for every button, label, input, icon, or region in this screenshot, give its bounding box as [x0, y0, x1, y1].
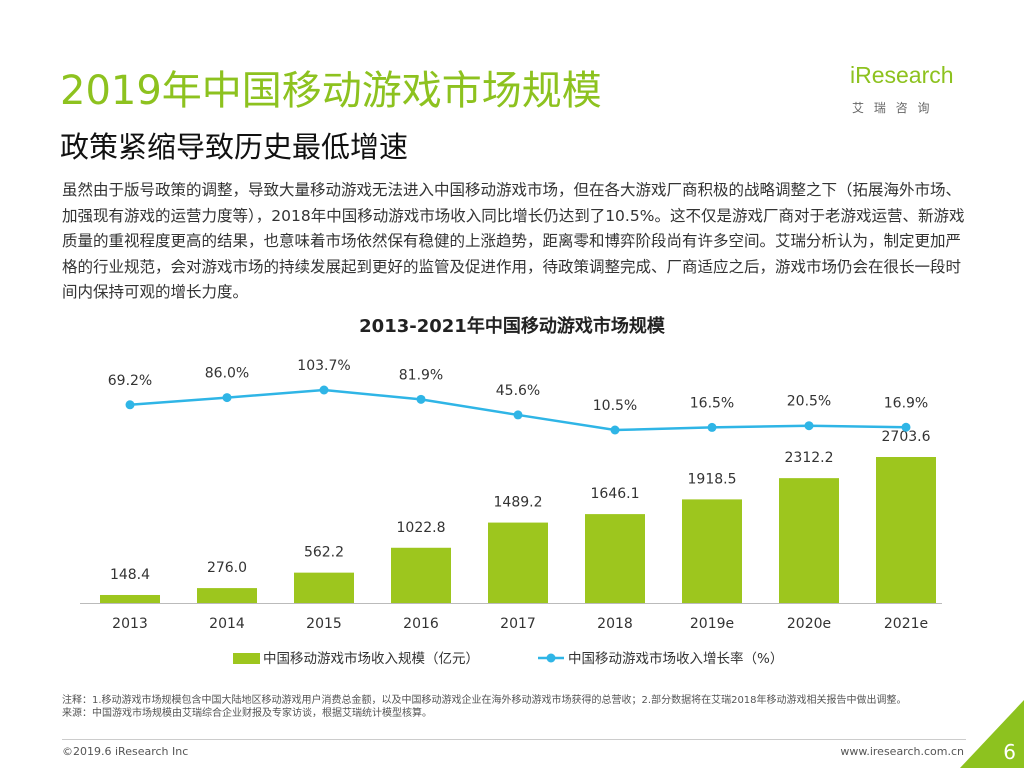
- bar-label: 1022.8: [397, 520, 446, 536]
- x-tick-label: 2013: [112, 616, 148, 632]
- bar-label: 1646.1: [591, 486, 640, 502]
- notes: 注释：1.移动游戏市场规模包含中国大陆地区移动游戏用户消费总金额，以及中国移动游…: [62, 695, 972, 720]
- x-tick-label: 2019e: [690, 616, 734, 632]
- corner: [960, 700, 1024, 768]
- chart-title: 2013-2021年中国移动游戏市场规模: [359, 315, 666, 337]
- bar: [197, 588, 257, 603]
- bar: [100, 594, 160, 603]
- note: 注释：1.移动游戏市场规模包含中国大陆地区移动游戏用户消费总金额，以及中国移动游…: [62, 695, 907, 706]
- line-label: 16.9%: [884, 395, 928, 411]
- bar: [779, 478, 839, 603]
- line-point: [513, 410, 523, 420]
- bar-label: 1489.2: [494, 495, 543, 511]
- line-label: 16.5%: [690, 395, 734, 411]
- x-tick-label: 2014: [209, 616, 245, 632]
- line-label: 45.6%: [496, 383, 540, 399]
- x-tick-label: 2020e: [787, 616, 831, 632]
- line-point: [901, 422, 911, 432]
- bar: [488, 522, 548, 603]
- bar-label: 276.0: [207, 560, 247, 576]
- line-point: [610, 425, 620, 435]
- body-text: 虽然由于版号政策的调整，导致大量移动游戏无法进入中国移动游戏市场，但在各大游戏厂…: [62, 181, 965, 301]
- copyright: ©2019.6 iResearch Inc: [62, 745, 189, 758]
- legend-label: 中国移动游戏市场收入规模（亿元）: [263, 650, 479, 667]
- bar-label: 2703.6: [882, 429, 931, 445]
- line-label: 103.7%: [297, 358, 350, 374]
- title: 2019年中国移动游戏市场规模: [60, 68, 602, 114]
- legend-label: 中国移动游戏市场收入增长率（%）: [568, 650, 783, 667]
- x-tick-label: 2016: [403, 616, 439, 632]
- bar: [682, 499, 742, 603]
- line-point: [319, 385, 329, 395]
- line-point: [416, 394, 426, 404]
- line-label: 69.2%: [108, 373, 152, 389]
- bar-label: 148.4: [110, 567, 150, 583]
- line-label: 10.5%: [593, 398, 637, 414]
- x-tick-label: 2018: [597, 616, 633, 632]
- subtitle: 政策紧缩导致历史最低增速: [60, 130, 409, 164]
- bar: [294, 572, 354, 603]
- logo-cn: 艾 瑞 咨 询: [852, 101, 933, 115]
- x-tick-label: 2017: [500, 616, 536, 632]
- bar-label: 1918.5: [688, 471, 737, 487]
- bar-label: 2312.2: [785, 450, 834, 466]
- line-label: 20.5%: [787, 394, 831, 410]
- bar-label: 562.2: [304, 545, 344, 561]
- line-label: 81.9%: [399, 367, 443, 383]
- legend-swatch: [546, 653, 556, 663]
- page-number: 6: [1003, 740, 1016, 764]
- legend-swatch: [233, 653, 260, 664]
- note: 来源：中国游戏市场规模由艾瑞综合企业财报及专家访谈，根据艾瑞统计模型核算。: [62, 707, 432, 719]
- line-point: [707, 422, 717, 432]
- line-point: [222, 393, 232, 403]
- url: www.iresearch.com.cn: [840, 745, 964, 758]
- bar: [391, 547, 451, 603]
- logo: iResearch: [850, 62, 954, 88]
- line-point: [125, 400, 135, 410]
- bar: [585, 514, 645, 603]
- x-tick-label: 2015: [306, 616, 342, 632]
- line-point: [804, 421, 814, 431]
- bar: [876, 457, 936, 603]
- line-label: 86.0%: [205, 366, 249, 382]
- x-tick-label: 2021e: [884, 616, 928, 632]
